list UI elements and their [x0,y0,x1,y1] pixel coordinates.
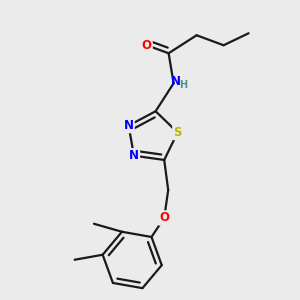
Text: N: N [129,149,139,162]
Text: O: O [142,39,152,52]
Text: N: N [171,75,181,88]
Text: N: N [124,119,134,132]
Text: S: S [173,126,182,139]
Text: H: H [180,80,188,90]
Text: O: O [159,212,169,224]
